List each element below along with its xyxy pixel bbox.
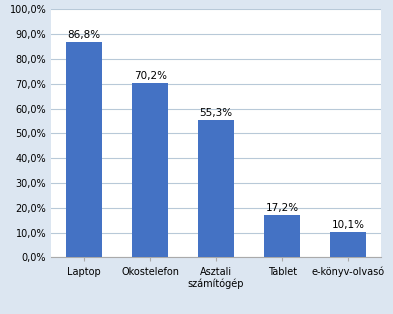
Bar <box>198 120 234 257</box>
Text: 70,2%: 70,2% <box>134 71 167 81</box>
Bar <box>66 42 102 257</box>
Text: 55,3%: 55,3% <box>200 108 233 118</box>
Text: 10,1%: 10,1% <box>332 220 365 230</box>
Bar <box>264 215 300 257</box>
Text: 86,8%: 86,8% <box>68 30 101 40</box>
Bar <box>330 232 366 257</box>
Text: 17,2%: 17,2% <box>266 203 299 213</box>
Bar <box>132 83 168 257</box>
